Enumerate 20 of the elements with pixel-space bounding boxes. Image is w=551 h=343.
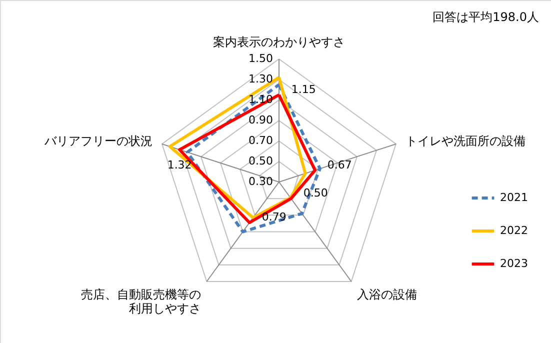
spoke-label: 売店、自動販売機等の利用しやすさ <box>80 287 201 316</box>
data-label: 1.15 <box>291 82 316 96</box>
y-tick-label: 0.70 <box>248 134 273 147</box>
spoke-label: トイレや洗面所の設備 <box>405 134 526 148</box>
data-label: 0.67 <box>327 158 352 172</box>
y-tick-label: 1.30 <box>248 72 273 86</box>
data-label: 1.32 <box>167 158 192 172</box>
y-tick-label: 0.30 <box>248 175 273 188</box>
y-tick-label: 0.90 <box>248 114 273 126</box>
legend-label: 2023 <box>500 257 528 270</box>
y-tick-label: 1.50 <box>248 52 273 65</box>
text: 回答は平均198.0人 <box>432 10 539 24</box>
y-tick-label: 0.50 <box>248 154 273 168</box>
data-label: 0.79 <box>262 210 286 224</box>
spoke-label: 入浴の設備 <box>357 287 418 302</box>
legend-label: 2021 <box>500 191 528 204</box>
spoke-label: 案内表示のわかりやすさ <box>213 35 345 50</box>
spoke-label: バリアフリーの状況 <box>44 134 153 148</box>
legend-label: 2022 <box>500 224 528 237</box>
data-label: 0.50 <box>303 186 328 200</box>
